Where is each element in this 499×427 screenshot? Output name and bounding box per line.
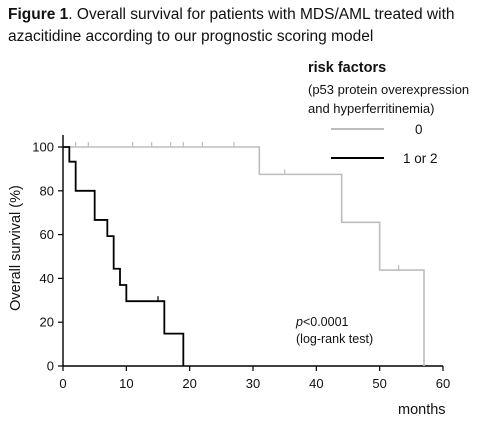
legend-subtitle: (p53 protein overexpression and hyperfer… bbox=[308, 80, 498, 118]
p-symbol: p bbox=[295, 315, 303, 329]
svg-text:p<0.0001: p<0.0001 bbox=[295, 315, 349, 329]
y-tick-label: 20 bbox=[40, 315, 54, 330]
series-layer bbox=[63, 142, 425, 366]
x-tick-label: 30 bbox=[246, 376, 260, 391]
x-tick-label: 60 bbox=[436, 376, 450, 391]
x-tick-label: 0 bbox=[59, 376, 66, 391]
figure-caption-text: . Overall survival for patients with MDS… bbox=[8, 6, 455, 45]
axes: 0 10 20 30 40 50 60 0 20 40 60 80 100 bbox=[32, 135, 450, 391]
x-tick-label: 40 bbox=[309, 376, 323, 391]
figure-caption: Figure 1. Overall survival for patients … bbox=[8, 4, 496, 48]
legend-label: 1 or 2 bbox=[403, 151, 438, 166]
y-tick-label: 80 bbox=[40, 183, 54, 198]
y-tick-label: 100 bbox=[32, 140, 54, 155]
x-tick-label: 50 bbox=[372, 376, 386, 391]
y-tick-label: 0 bbox=[47, 359, 54, 374]
y-axis-label: Overall survival (%) bbox=[8, 185, 24, 311]
legend-subtitle-line-1: (p53 protein overexpression bbox=[308, 82, 470, 97]
legend: 0 1 or 2 bbox=[331, 122, 438, 166]
legend-title: risk factors bbox=[308, 60, 387, 76]
p-test: (log-rank test) bbox=[296, 332, 373, 346]
x-axis-label: months bbox=[398, 402, 446, 418]
x-tick-label: 10 bbox=[119, 376, 133, 391]
series-line-one-or-two-risk-factors bbox=[63, 146, 185, 366]
y-tick-label: 60 bbox=[40, 227, 54, 242]
series-line-no-risk-factors bbox=[63, 146, 425, 366]
legend-subtitle-line-2: and hyperferritinemia) bbox=[308, 101, 435, 116]
y-tick-label: 40 bbox=[40, 271, 54, 286]
legend-label: 0 bbox=[415, 122, 423, 137]
p-value: <0.0001 bbox=[303, 315, 349, 329]
p-value-annotation: p<0.0001 (log-rank test) bbox=[295, 315, 373, 346]
figure-label: Figure 1 bbox=[8, 6, 69, 23]
x-tick-label: 20 bbox=[182, 376, 196, 391]
